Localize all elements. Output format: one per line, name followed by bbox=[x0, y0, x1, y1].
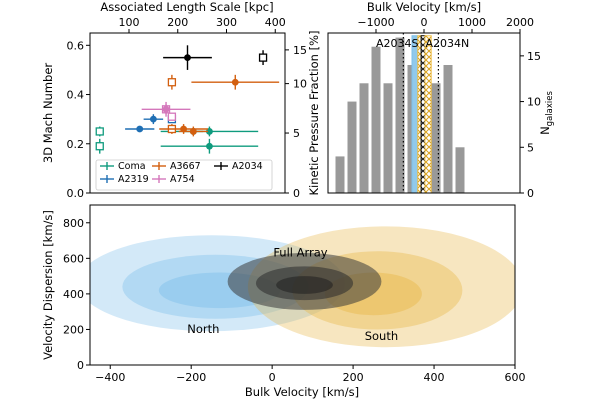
histogram-bar bbox=[395, 37, 405, 194]
tl-xlabel-top: Associated Length Scale [kpc] bbox=[100, 0, 273, 14]
histogram-bar bbox=[371, 46, 381, 193]
b-annotations: Full Array North South bbox=[187, 246, 398, 344]
x-tick-label: 0 bbox=[269, 371, 276, 384]
b-xlabel: Bulk Velocity [km/s] bbox=[245, 385, 359, 399]
tl-ylabel-left: 3D Mach Number bbox=[41, 63, 55, 164]
y2-tick-label: 0 bbox=[293, 187, 300, 200]
y-tick-label: 10 bbox=[527, 96, 541, 109]
x-tick-label: 1000 bbox=[458, 16, 486, 29]
y-tick-label: 0.4 bbox=[67, 89, 85, 102]
histogram-bar bbox=[359, 83, 369, 193]
contour-ellipse bbox=[276, 276, 333, 294]
tr-xlabel-top: Bulk Velocity [km/s] bbox=[367, 0, 481, 14]
tl-legend: Coma A3667 A2034 A2319 A754 bbox=[95, 159, 273, 191]
y-tick-label: 400 bbox=[63, 288, 84, 301]
x-tick-label: 2000 bbox=[506, 16, 534, 29]
tl-ticks: 100 200 300 400 0.0 0.2 0.4 0.6 0 5 10 15 bbox=[67, 16, 308, 200]
y2-tick-label: 15 bbox=[293, 44, 307, 57]
x-tick-label: 100 bbox=[119, 16, 140, 29]
y-tick-label: 15 bbox=[527, 50, 541, 63]
tl-error-bars bbox=[95, 45, 280, 154]
legend-box bbox=[95, 159, 273, 191]
contour-label: North bbox=[187, 322, 219, 336]
y-tick-label: 600 bbox=[63, 252, 84, 265]
legend-label: Coma bbox=[118, 161, 146, 172]
tl-ylabel-right: Kinetic Pressure Fraction [%] bbox=[307, 30, 321, 195]
histogram-bar bbox=[383, 83, 393, 193]
legend-label: A754 bbox=[170, 174, 195, 185]
legend-label: A3667 bbox=[170, 161, 201, 172]
y-tick-label: 0.2 bbox=[67, 138, 85, 151]
group-label: A2034N bbox=[425, 37, 469, 50]
b-contours bbox=[90, 226, 515, 348]
y-tick-label: 5 bbox=[527, 141, 534, 154]
x-tick-label: 400 bbox=[265, 16, 286, 29]
y-tick-label: 0 bbox=[527, 187, 534, 200]
group-label: A2034S bbox=[376, 37, 419, 50]
b-frame bbox=[89, 204, 516, 366]
legend-label: A2319 bbox=[118, 174, 149, 185]
contour-label: South bbox=[365, 329, 398, 343]
data-point bbox=[206, 142, 213, 150]
data-point-open bbox=[95, 127, 104, 136]
x-tick-label: 400 bbox=[424, 371, 445, 384]
panel-top-left: 100 200 300 400 0.0 0.2 0.4 0.6 0 5 10 15 Associate… bbox=[41, 0, 321, 200]
x-tick-label: −1000 bbox=[357, 16, 394, 29]
x-tick-label: 0 bbox=[421, 16, 428, 29]
data-point bbox=[206, 128, 213, 135]
group-highlight bbox=[424, 35, 432, 193]
data-point bbox=[189, 128, 197, 135]
histogram-bar bbox=[431, 83, 441, 193]
data-point-open bbox=[167, 78, 177, 87]
histogram-bar bbox=[443, 65, 453, 193]
y-tick-label: 0 bbox=[77, 359, 84, 372]
contour-label: Full Array bbox=[273, 246, 327, 260]
y2-tick-label: 5 bbox=[293, 127, 300, 140]
y-tick-label: 200 bbox=[63, 323, 84, 336]
tl-frame bbox=[89, 32, 286, 194]
y-tick-label: 0.0 bbox=[67, 187, 85, 200]
data-point bbox=[149, 115, 157, 123]
histogram-bar bbox=[347, 101, 357, 193]
data-point bbox=[180, 125, 188, 133]
x-tick-label: −200 bbox=[176, 371, 206, 384]
tr-bars: A2034S A2034N bbox=[335, 33, 469, 194]
tr-ticks: −1000 0 1000 2000 0 5 10 15 bbox=[357, 16, 541, 200]
group-highlight bbox=[421, 35, 425, 193]
data-point bbox=[184, 54, 191, 62]
y-tick-label: 0.6 bbox=[67, 39, 85, 52]
data-point bbox=[231, 78, 239, 86]
x-tick-label: 200 bbox=[167, 16, 188, 29]
group-highlight bbox=[412, 35, 418, 193]
x-tick-label: −400 bbox=[95, 371, 125, 384]
histogram-bar bbox=[335, 156, 345, 193]
y2-tick-label: 10 bbox=[293, 78, 307, 91]
x-tick-label: 200 bbox=[343, 371, 364, 384]
legend-label: A2034 bbox=[232, 161, 263, 172]
data-point-open bbox=[95, 142, 104, 151]
data-point bbox=[136, 125, 144, 133]
histogram-bar bbox=[455, 147, 465, 193]
panel-bottom: −400 −200 0 200 400 600 0 200 400 600 800 Full Arr… bbox=[41, 204, 526, 399]
data-point-open bbox=[167, 112, 177, 121]
b-ylabel: Velocity Dispersion [km/s] bbox=[41, 210, 55, 360]
x-tick-label: 300 bbox=[216, 16, 237, 29]
panel-top-right: A2034S A2034N −1000 0 1000 2000 0 5 10 15 Bulk V… bbox=[327, 0, 555, 200]
group-highlight bbox=[417, 35, 422, 193]
data-point-open bbox=[258, 53, 268, 62]
y-tick-label: 800 bbox=[63, 217, 84, 230]
data-point bbox=[162, 105, 170, 113]
x-tick-label: 600 bbox=[505, 371, 526, 384]
b-ticks: −400 −200 0 200 400 600 0 200 400 600 800 bbox=[63, 217, 526, 384]
